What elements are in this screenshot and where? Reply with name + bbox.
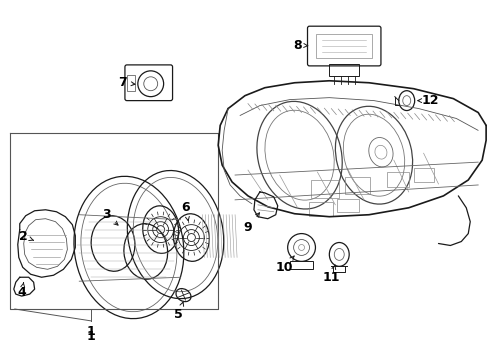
Text: 10: 10 [275, 256, 294, 274]
Bar [127, 75, 135, 91]
Text: 2: 2 [20, 230, 34, 243]
Text: 3: 3 [102, 208, 118, 225]
Bar [413, 168, 433, 182]
Bar [316, 34, 371, 58]
Bar [289, 261, 313, 269]
Text: 1: 1 [87, 325, 95, 338]
Bar [337, 199, 358, 212]
Text: 9: 9 [243, 213, 259, 234]
Bar [345, 177, 369, 194]
Bar [311, 180, 339, 198]
Text: 7: 7 [118, 76, 135, 89]
Text: 5: 5 [174, 302, 183, 321]
Text: 8: 8 [293, 39, 307, 51]
Text: 11: 11 [322, 265, 339, 284]
Bar [309, 202, 333, 216]
Text: 1: 1 [87, 330, 95, 343]
Bar [386, 172, 408, 187]
Text: 4: 4 [17, 283, 26, 299]
Bar [328, 64, 358, 76]
Text: 6: 6 [181, 201, 189, 221]
Text: 12: 12 [417, 94, 438, 107]
